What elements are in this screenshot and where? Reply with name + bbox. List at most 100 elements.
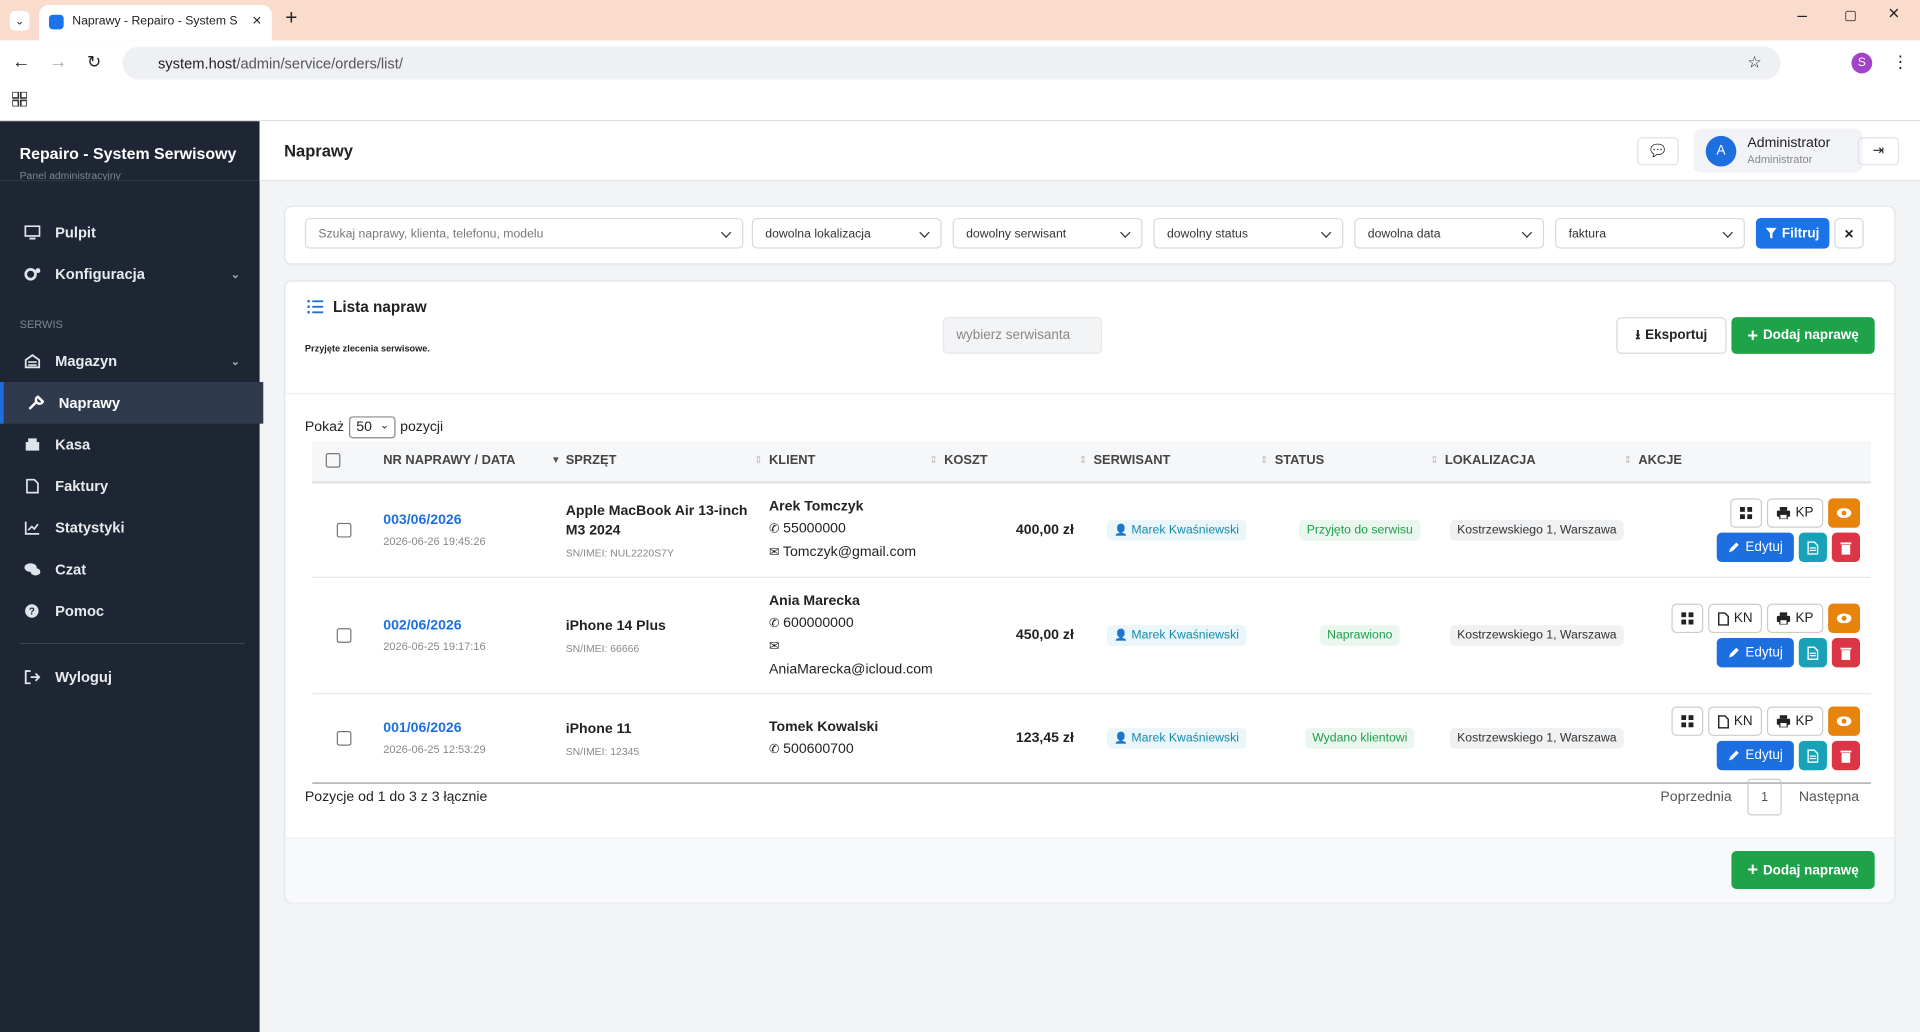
print-button[interactable]: KP: [1767, 603, 1824, 634]
column-header[interactable]: STATUS: [1274, 453, 1325, 468]
restore[interactable]: ▢: [1844, 8, 1857, 24]
document-button[interactable]: [1798, 637, 1827, 668]
show-suffix: pozycji: [400, 420, 444, 435]
card-footer: + Dodaj naprawę: [285, 837, 1895, 903]
status-badge: Wydano klientowi: [1275, 727, 1445, 749]
client-cell: Arek Tomczyk ✆ 55000000 ✉ Tomczyk@gmail.co…: [769, 496, 940, 565]
chat-button[interactable]: 💬: [1637, 137, 1679, 166]
filter-select[interactable]: faktura: [1555, 217, 1745, 249]
reload[interactable]: ↻: [86, 51, 102, 72]
print-button[interactable]: KN: [1708, 706, 1763, 736]
user-name: Administrator: [1747, 135, 1831, 151]
pagination: Poprzednia 1 Następna: [1660, 778, 1860, 816]
document-button[interactable]: [1798, 740, 1827, 771]
filter-select[interactable]: dowolna data: [1354, 217, 1545, 249]
forward[interactable]: →: [48, 51, 68, 73]
column-header[interactable]: NR NAPRAWY / DATA: [383, 453, 516, 468]
back[interactable]: ←: [12, 51, 31, 73]
profile[interactable]: S: [1851, 52, 1873, 74]
column-header: AKCJE: [1638, 453, 1682, 468]
qr-button[interactable]: [1730, 498, 1763, 528]
chevron: ⌄: [379, 418, 390, 432]
apps-icon[interactable]: [12, 91, 27, 107]
document-button[interactable]: [1798, 532, 1827, 563]
print-button[interactable]: KP: [1767, 706, 1824, 736]
nav-item[interactable]: Kasa: [0, 424, 260, 466]
client-name: Tomek Kowalski: [768, 719, 879, 735]
divider: [19, 642, 245, 645]
nav-item[interactable]: Pulpit: [0, 212, 260, 254]
nav-item[interactable]: Statystyki: [0, 507, 260, 549]
client-name: Ania Marecka: [768, 593, 860, 609]
location-badge: Kostrzewskiego 1, Warszawa: [1449, 625, 1624, 646]
view-button[interactable]: [1828, 603, 1860, 634]
column-header[interactable]: SERWISANT: [1093, 453, 1171, 468]
delete-button[interactable]: [1831, 637, 1860, 668]
nav-item[interactable]: Czat: [0, 549, 260, 591]
nav-item[interactable]: Konfiguracja ⌄: [0, 253, 260, 295]
select-all[interactable]: [325, 453, 341, 468]
tab-list-button[interactable]: ⌄: [9, 11, 30, 31]
minimize[interactable]: –: [1797, 4, 1808, 25]
nav-item[interactable]: ? Pomoc: [0, 590, 260, 632]
delete-button[interactable]: [1831, 532, 1860, 563]
search-input[interactable]: Szukaj naprawy, klienta, telefonu, model…: [304, 217, 744, 249]
tab[interactable]: Naprawy - Repairo - System Se ×: [39, 4, 272, 41]
page-size-select[interactable]: 50 ⌄: [348, 416, 396, 439]
column-header[interactable]: KOSZT: [944, 453, 988, 468]
filter-select[interactable]: dowolna lokalizacja: [751, 217, 942, 249]
logout-button[interactable]: ⇥: [1857, 137, 1900, 166]
actions: KN KP Edytuj: [1649, 706, 1860, 771]
brand[interactable]: Repairo - System Serwisowy: [19, 144, 237, 163]
prev[interactable]: Poprzednia: [1660, 789, 1732, 805]
qr-button[interactable]: [1671, 706, 1704, 736]
edit-button[interactable]: Edytuj: [1717, 740, 1794, 771]
user-menu[interactable]: A Administrator Administrator: [1693, 128, 1863, 173]
table-row: 003/06/2026 2026-06-26 19:45:26 Apple MacB…: [312, 482, 1872, 576]
order-number[interactable]: 001/06/2026: [383, 721, 462, 736]
qr-button[interactable]: [1671, 603, 1704, 634]
order-number[interactable]: 003/06/2026: [383, 513, 462, 528]
menu[interactable]: ⋮: [1891, 51, 1909, 72]
column-header[interactable]: KLIENT: [768, 453, 816, 468]
view-button[interactable]: [1828, 706, 1860, 736]
delete-button[interactable]: [1831, 740, 1860, 771]
print-button[interactable]: KN: [1708, 603, 1763, 634]
filter-button[interactable]: Filtruj: [1755, 217, 1830, 249]
add-button[interactable]: + Dodaj naprawę: [1731, 317, 1875, 354]
nav-item[interactable]: Naprawy: [0, 382, 264, 424]
clear-filters[interactable]: ×: [1834, 217, 1864, 249]
technician-select[interactable]: wybierz serwisanta: [942, 317, 1103, 354]
order-number[interactable]: 002/06/2026: [383, 618, 462, 634]
page-number[interactable]: 1: [1747, 778, 1782, 816]
edit-button[interactable]: Edytuj: [1717, 532, 1794, 563]
next[interactable]: Następna: [1798, 789, 1860, 805]
svg-text:?: ?: [29, 607, 35, 618]
column-header[interactable]: LOKALIZACJA: [1444, 453, 1536, 468]
bookmark-star[interactable]: ☆: [1747, 52, 1762, 72]
view-button[interactable]: [1828, 498, 1860, 528]
row-checkbox[interactable]: [336, 628, 352, 643]
tab-close[interactable]: ×: [252, 11, 262, 30]
nav-item[interactable]: Faktury: [0, 465, 260, 507]
filter-select[interactable]: dowolny serwisant: [952, 217, 1143, 249]
add-button[interactable]: + Dodaj naprawę: [1731, 851, 1875, 889]
column-header[interactable]: SPRZĘT: [565, 453, 617, 468]
row-checkbox[interactable]: [336, 522, 352, 538]
location-badge: Kostrzewskiego 1, Warszawa: [1449, 519, 1624, 541]
filter-select[interactable]: dowolny status: [1153, 217, 1344, 249]
export-button[interactable]: ⭳ Eksportuj: [1616, 317, 1727, 354]
print-button[interactable]: KP: [1767, 498, 1824, 528]
edit-button[interactable]: Edytuj: [1717, 637, 1794, 668]
nav-item[interactable]: Magazyn ⌄: [0, 340, 260, 382]
address-bar[interactable]: system.host/admin/service/orders/list/ ☆: [122, 46, 1781, 80]
new-tab[interactable]: +: [285, 6, 298, 30]
cost: 450,00 zł: [1015, 628, 1074, 643]
technician-badge: 👤 Marek Kwaśniewski: [1106, 727, 1247, 749]
order-cell: 001/06/2026 2026-06-25 12:53:29: [383, 721, 485, 755]
row-checkbox[interactable]: [336, 731, 352, 746]
client-email: ✉ Tomczyk@gmail.com: [768, 544, 917, 560]
close-window[interactable]: ×: [1888, 3, 1900, 25]
chevron: ⌄: [230, 267, 240, 280]
nav-item[interactable]: Wyloguj: [0, 656, 260, 698]
